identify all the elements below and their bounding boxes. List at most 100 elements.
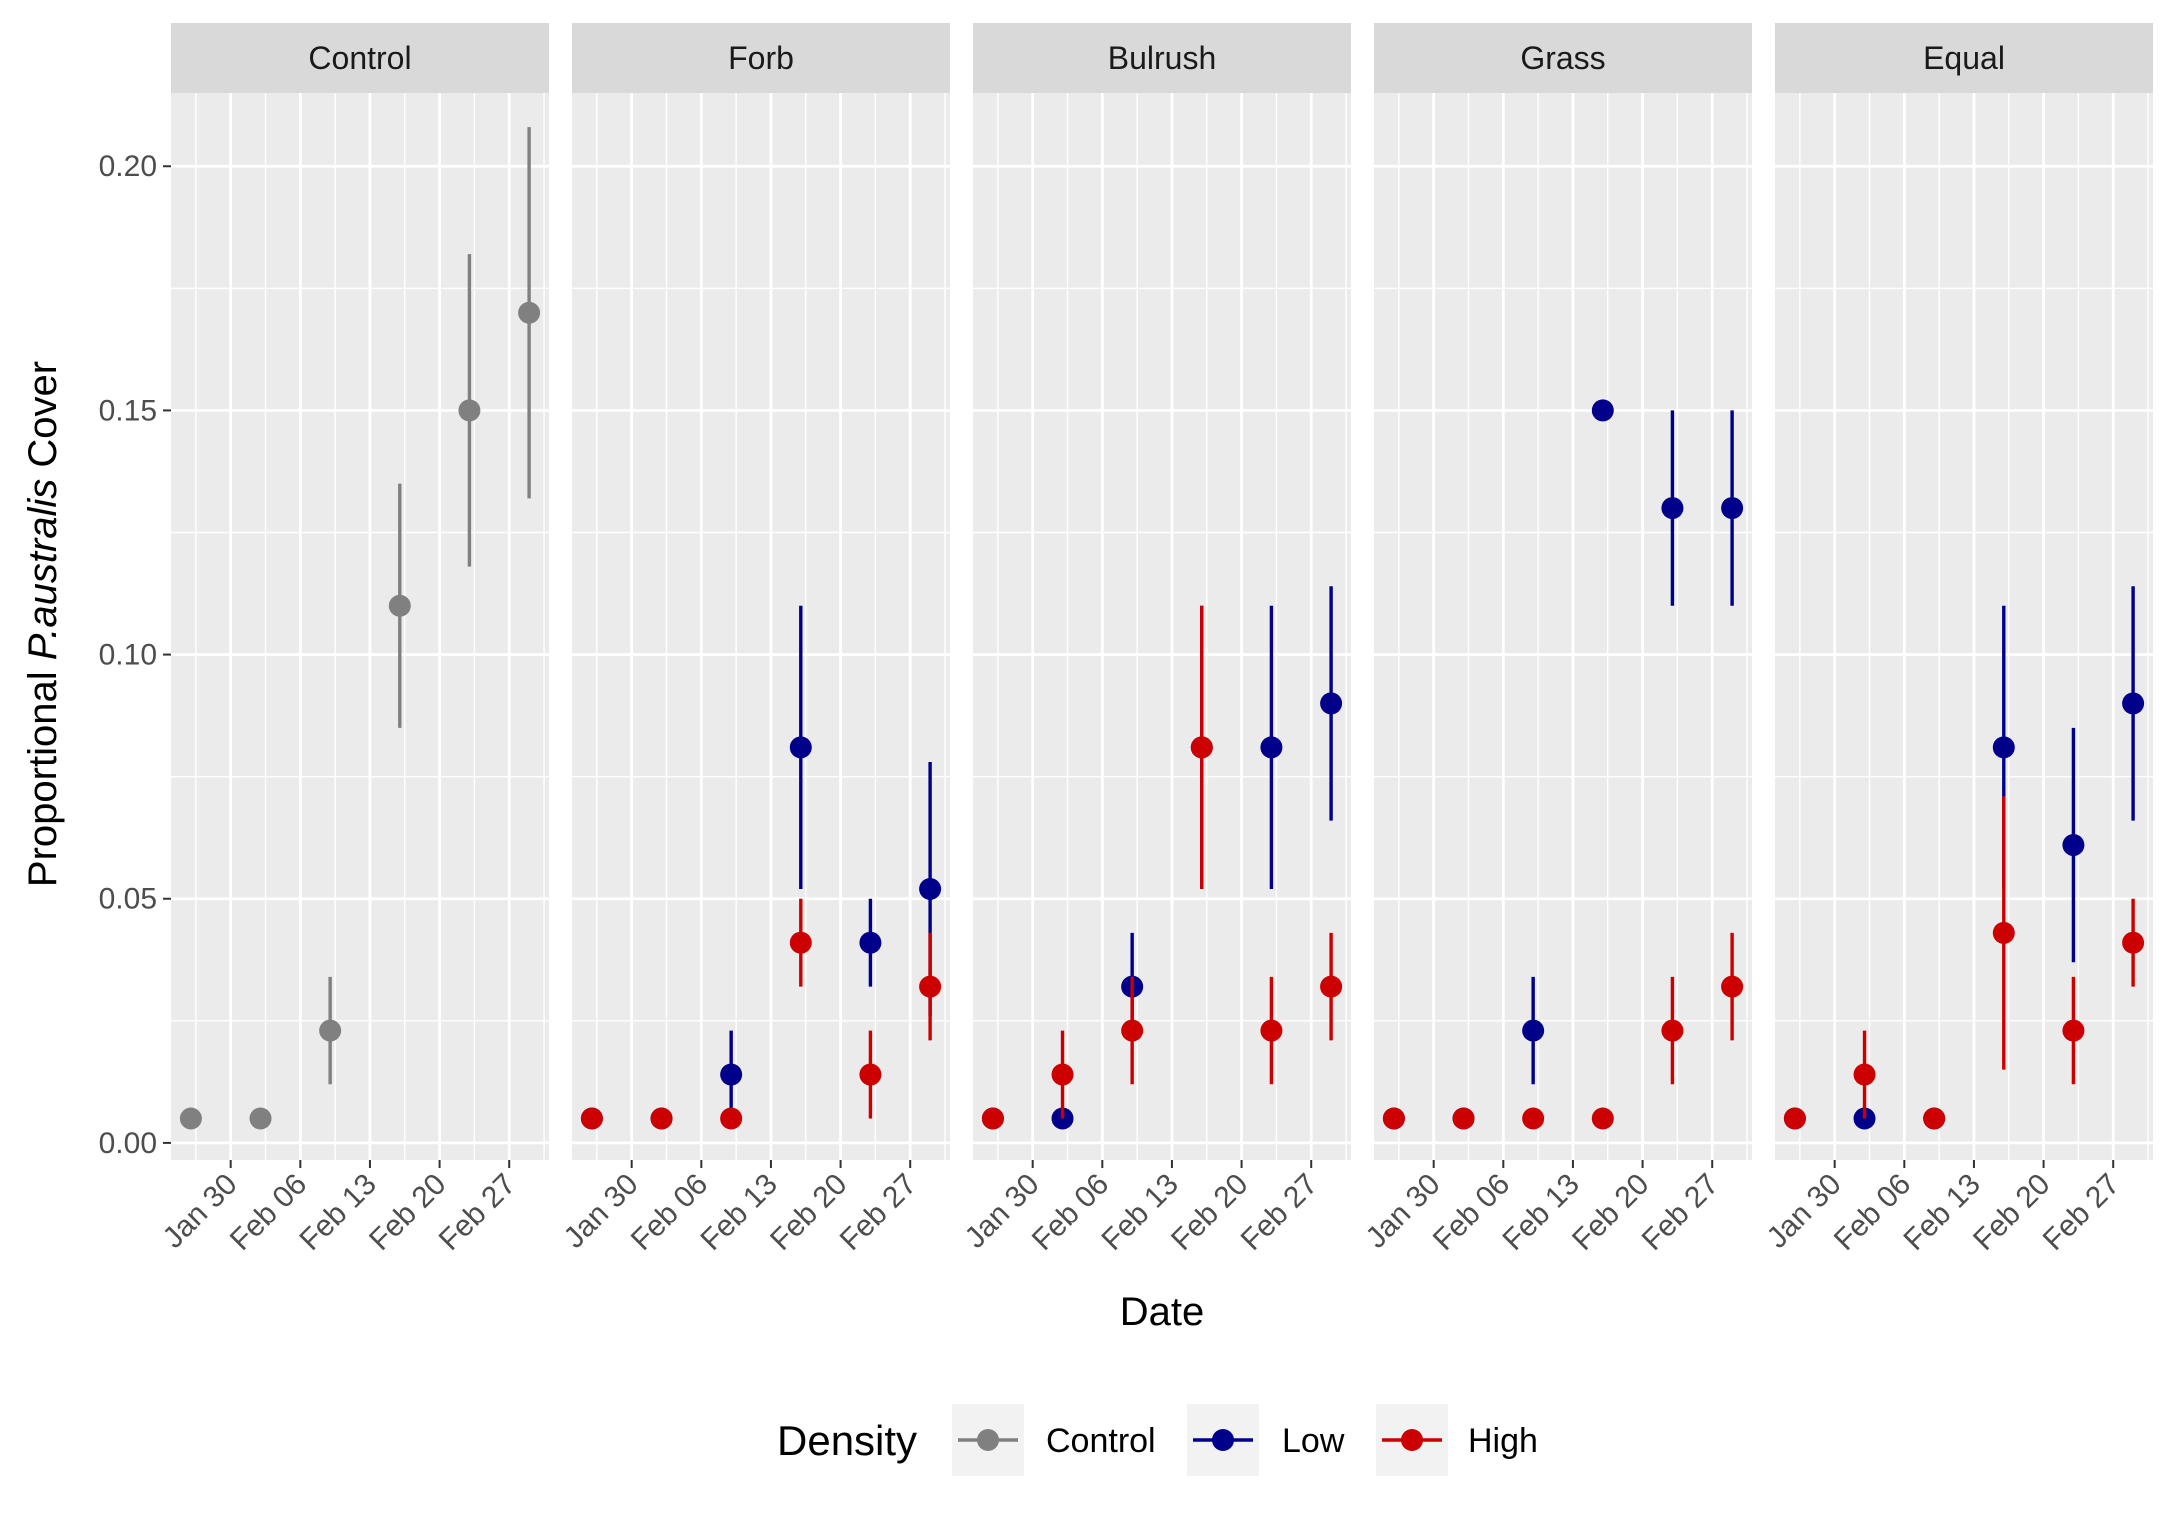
series-high — [1783, 796, 2145, 1130]
x-tick-label: Feb 27 — [2037, 1168, 2126, 1257]
legend: Density Control Low High — [777, 1404, 1538, 1476]
x-tick-label: Feb 20 — [1566, 1168, 1655, 1257]
data-point — [1522, 1107, 1545, 1130]
legend-entry-high: High — [1376, 1404, 1538, 1476]
data-point — [1190, 736, 1213, 759]
strip-label: Equal — [1923, 40, 2005, 76]
series-high — [1382, 932, 1744, 1130]
x-tick-label: Feb 27 — [433, 1168, 522, 1257]
data-point — [179, 1107, 202, 1130]
data-point — [249, 1107, 272, 1130]
x-tick-label: Feb 06 — [1828, 1168, 1917, 1257]
y-tick-label: 0.05 — [99, 883, 157, 916]
data-point — [1260, 1019, 1283, 1042]
x-tick-label: Feb 13 — [294, 1168, 383, 1257]
data-point — [720, 1063, 743, 1086]
x-tick-label: Feb 06 — [224, 1168, 313, 1257]
series-high — [981, 605, 1343, 1130]
x-tick-label: Feb 27 — [834, 1168, 923, 1257]
x-tick-label: Feb 13 — [1497, 1168, 1586, 1257]
y-tick-label: 0.00 — [99, 1127, 157, 1160]
data-point — [1121, 1019, 1144, 1042]
data-point — [1853, 1063, 1876, 1086]
y-tick-label: 0.20 — [99, 150, 157, 183]
data-point — [1382, 1107, 1405, 1130]
legend-key-point — [1212, 1429, 1234, 1451]
y-tick-label: 0.15 — [99, 394, 157, 427]
strip-label: Bulrush — [1108, 40, 1217, 76]
legend-label: Control — [1046, 1422, 1156, 1460]
strip-label: Grass — [1520, 40, 1605, 76]
data-point — [981, 1107, 1004, 1130]
data-point — [859, 931, 882, 954]
data-point — [650, 1107, 673, 1130]
panel-background — [572, 93, 950, 1160]
data-point — [1591, 399, 1614, 422]
data-point — [1260, 736, 1283, 759]
legend-key-point — [977, 1429, 999, 1451]
strip-background — [1775, 23, 2153, 93]
data-point — [859, 1063, 882, 1086]
strip-background — [1374, 23, 1752, 93]
data-point — [2062, 834, 2085, 857]
legend-entry-control: Control — [952, 1404, 1156, 1476]
panel-background — [1775, 93, 2153, 1160]
data-point — [1992, 736, 2015, 759]
data-point — [1051, 1063, 1074, 1086]
legend-label: High — [1468, 1422, 1538, 1460]
data-point — [1721, 497, 1744, 520]
x-tick-label: Feb 13 — [1898, 1168, 1987, 1257]
x-tick-label: Feb 13 — [695, 1168, 784, 1257]
data-point — [580, 1107, 603, 1130]
data-point — [2062, 1019, 2085, 1042]
x-tick-label: Feb 20 — [1967, 1168, 2056, 1257]
data-point — [1721, 975, 1744, 998]
data-point — [2122, 931, 2145, 954]
data-point — [1320, 975, 1343, 998]
data-point — [789, 931, 812, 954]
panel-background — [973, 93, 1351, 1160]
y-axis: 0.00 0.05 0.10 0.15 0.20 — [99, 150, 171, 1160]
data-point — [388, 594, 411, 617]
data-point — [1661, 497, 1684, 520]
data-point — [1661, 1019, 1684, 1042]
data-point — [2122, 692, 2145, 715]
data-point — [919, 877, 942, 900]
x-tick-label: Feb 06 — [1427, 1168, 1516, 1257]
y-axis-title-prefix: Proportional — [21, 660, 65, 887]
data-point — [789, 736, 812, 759]
legend-key-point — [1401, 1429, 1423, 1451]
y-tick-label: 0.10 — [99, 639, 157, 672]
legend-entry-low: Low — [1187, 1404, 1345, 1476]
strip-label: Forb — [728, 40, 794, 76]
legend-label: Low — [1282, 1422, 1345, 1460]
x-tick-label: Feb 13 — [1096, 1168, 1185, 1257]
y-axis-title: Proportional P.australis Cover — [21, 361, 65, 887]
data-point — [458, 399, 481, 422]
x-tick-label: Feb 20 — [764, 1168, 853, 1257]
x-tick-label: Feb 06 — [1026, 1168, 1115, 1257]
strip-background — [572, 23, 950, 93]
y-axis-title-suffix: Cover — [21, 361, 65, 479]
x-tick-label: Feb 06 — [625, 1168, 714, 1257]
data-point — [518, 301, 541, 324]
legend-title: Density — [777, 1417, 917, 1464]
x-tick-label: Feb 27 — [1636, 1168, 1725, 1257]
x-tick-label: Feb 27 — [1235, 1168, 1324, 1257]
strip-background — [973, 23, 1351, 93]
panel-background — [1374, 93, 1752, 1160]
data-point — [1992, 921, 2015, 944]
data-point — [720, 1107, 743, 1130]
y-axis-title-italic: P.australis — [21, 479, 65, 661]
data-point — [319, 1019, 342, 1042]
data-point — [1320, 692, 1343, 715]
data-point — [1591, 1107, 1614, 1130]
data-point — [1923, 1107, 1946, 1130]
data-point — [1452, 1107, 1475, 1130]
